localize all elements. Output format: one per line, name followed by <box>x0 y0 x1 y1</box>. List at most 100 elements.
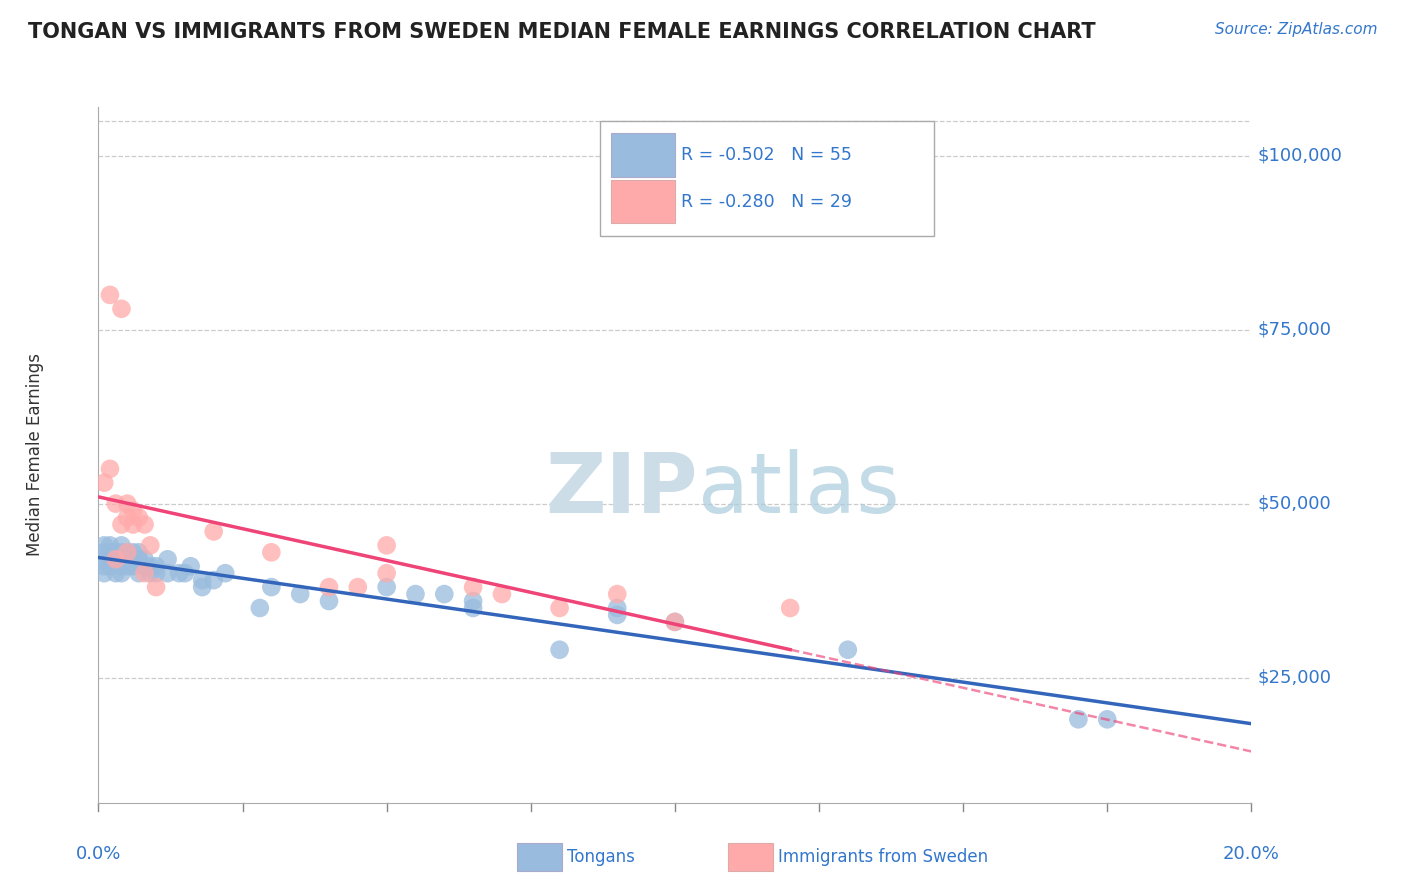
Point <box>104 497 127 511</box>
Point <box>290 587 312 601</box>
Point <box>548 642 571 657</box>
Point <box>174 566 197 581</box>
Point <box>180 559 202 574</box>
Point <box>110 517 132 532</box>
Point <box>128 545 150 559</box>
Point <box>606 607 628 622</box>
Point <box>260 545 283 559</box>
Point <box>375 566 398 581</box>
Point <box>346 580 368 594</box>
Point <box>128 510 150 524</box>
Point <box>260 580 283 594</box>
Point <box>1067 712 1090 726</box>
Point <box>139 538 162 552</box>
Point <box>145 566 167 581</box>
Point <box>117 497 138 511</box>
FancyBboxPatch shape <box>600 121 935 235</box>
Point <box>122 517 145 532</box>
Point <box>461 580 484 594</box>
Point <box>98 288 121 302</box>
Point <box>93 552 115 566</box>
Point <box>461 594 484 608</box>
Point <box>191 580 214 594</box>
Point <box>110 301 132 316</box>
Point <box>110 545 132 559</box>
Point <box>122 559 145 574</box>
Point <box>134 559 156 574</box>
Point <box>606 587 628 601</box>
Point <box>167 566 190 581</box>
Point <box>318 580 340 594</box>
Point <box>117 545 138 559</box>
Point <box>375 538 398 552</box>
Point <box>93 559 115 574</box>
Point <box>156 566 179 581</box>
Point <box>405 587 427 601</box>
Point <box>93 475 115 490</box>
Point <box>139 559 162 574</box>
Point <box>139 566 162 581</box>
Text: Immigrants from Sweden: Immigrants from Sweden <box>778 848 987 866</box>
Text: $100,000: $100,000 <box>1257 147 1341 165</box>
Point <box>433 587 456 601</box>
Text: $25,000: $25,000 <box>1257 669 1331 687</box>
Text: atlas: atlas <box>697 450 900 530</box>
Text: $75,000: $75,000 <box>1257 321 1331 339</box>
Point <box>134 552 156 566</box>
Text: 20.0%: 20.0% <box>1223 845 1279 863</box>
Point <box>461 601 484 615</box>
Point <box>202 524 225 539</box>
Point <box>202 573 225 587</box>
Point <box>145 559 167 574</box>
Point <box>117 559 138 574</box>
Point <box>122 545 145 559</box>
Point <box>117 545 138 559</box>
Point <box>98 538 121 552</box>
Point <box>145 580 167 594</box>
Point <box>98 545 121 559</box>
Text: Median Female Earnings: Median Female Earnings <box>25 353 44 557</box>
Point <box>134 566 156 581</box>
Point <box>110 559 132 574</box>
Point <box>249 601 271 615</box>
Point <box>128 552 150 566</box>
Text: R = -0.280   N = 29: R = -0.280 N = 29 <box>681 193 852 211</box>
Point <box>606 601 628 615</box>
Point <box>104 545 127 559</box>
Point <box>664 615 686 629</box>
Point <box>191 573 214 587</box>
Point <box>1097 712 1119 726</box>
Text: 0.0%: 0.0% <box>76 845 121 863</box>
Text: Tongans: Tongans <box>567 848 634 866</box>
Point <box>104 566 127 581</box>
Point <box>318 594 340 608</box>
Point <box>104 552 127 566</box>
Point <box>134 517 156 532</box>
Text: TONGAN VS IMMIGRANTS FROM SWEDEN MEDIAN FEMALE EARNINGS CORRELATION CHART: TONGAN VS IMMIGRANTS FROM SWEDEN MEDIAN … <box>28 22 1095 42</box>
Point <box>491 587 513 601</box>
Point <box>779 601 801 615</box>
Point <box>548 601 571 615</box>
Text: $50,000: $50,000 <box>1257 495 1331 513</box>
Text: R = -0.502   N = 55: R = -0.502 N = 55 <box>681 146 852 164</box>
Point <box>117 510 138 524</box>
Point <box>664 615 686 629</box>
Point <box>93 538 115 552</box>
Text: ZIP: ZIP <box>546 450 697 530</box>
Point <box>110 538 132 552</box>
Point <box>117 552 138 566</box>
Point <box>98 559 121 574</box>
Point <box>110 566 132 581</box>
Text: Source: ZipAtlas.com: Source: ZipAtlas.com <box>1215 22 1378 37</box>
Point <box>122 503 145 517</box>
Point <box>837 642 859 657</box>
Point <box>375 580 398 594</box>
FancyBboxPatch shape <box>612 180 675 223</box>
Point <box>98 552 121 566</box>
Point <box>98 462 121 476</box>
FancyBboxPatch shape <box>612 134 675 177</box>
Point <box>104 552 127 566</box>
Point <box>93 566 115 581</box>
Point <box>128 566 150 581</box>
Point <box>156 552 179 566</box>
